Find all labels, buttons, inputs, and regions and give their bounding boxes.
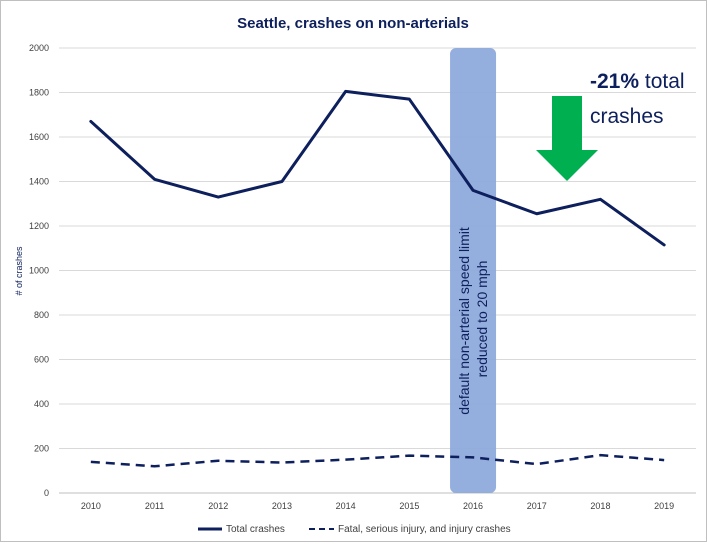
y-tick-label: 400 <box>34 399 49 409</box>
y-tick-label: 2000 <box>29 43 49 53</box>
y-tick-label: 800 <box>34 310 49 320</box>
x-tick-label: 2018 <box>590 501 610 511</box>
x-tick-label: 2014 <box>336 501 356 511</box>
x-tick-label: 2017 <box>527 501 547 511</box>
legend-label-total: Total crashes <box>226 524 285 535</box>
y-tick-label: 1000 <box>29 266 49 276</box>
x-tick-label: 2011 <box>145 501 164 511</box>
y-tick-label: 1600 <box>29 132 49 142</box>
x-tick-label: 2012 <box>208 501 228 511</box>
x-tick-label: 2015 <box>399 501 419 511</box>
x-tick-label: 2010 <box>81 501 101 511</box>
y-tick-label: 200 <box>34 444 49 454</box>
y-tick-label: 1400 <box>29 177 49 187</box>
chart-title: Seattle, crashes on non-arterials <box>237 15 469 32</box>
y-axis-label: # of crashes <box>14 246 24 296</box>
y-tick-label: 1200 <box>29 221 49 231</box>
x-tick-label: 2013 <box>272 501 292 511</box>
band-annotation-line2: reduced to 20 mph <box>474 261 490 378</box>
y-tick-label: 0 <box>44 488 49 498</box>
y-tick-label: 1800 <box>29 88 49 98</box>
change-annotation-line2: crashes <box>590 105 664 128</box>
series-line-1 <box>91 455 664 466</box>
legend-label-injury: Fatal, serious injury, and injury crashe… <box>338 524 511 535</box>
down-arrow-icon <box>536 96 598 181</box>
y-tick-label: 600 <box>34 355 49 365</box>
legend: Total crashes Fatal, serious injury, and… <box>198 524 511 535</box>
x-tick-label: 2016 <box>463 501 483 511</box>
x-tick-label: 2019 <box>654 501 674 511</box>
change-annotation: -21% total <box>590 70 685 93</box>
change-percent: -21% <box>590 70 639 93</box>
band-annotation-line1: default non-arterial speed limit <box>456 227 472 415</box>
change-label: total <box>639 70 685 93</box>
x-axis-ticks: 2010 2011 2012 2013 2014 2015 2016 2017 2018 2019 <box>81 501 674 511</box>
y-axis-ticks: 0 200 400 600 800 1000 1200 1400 1600 1800 2000 <box>29 43 49 498</box>
